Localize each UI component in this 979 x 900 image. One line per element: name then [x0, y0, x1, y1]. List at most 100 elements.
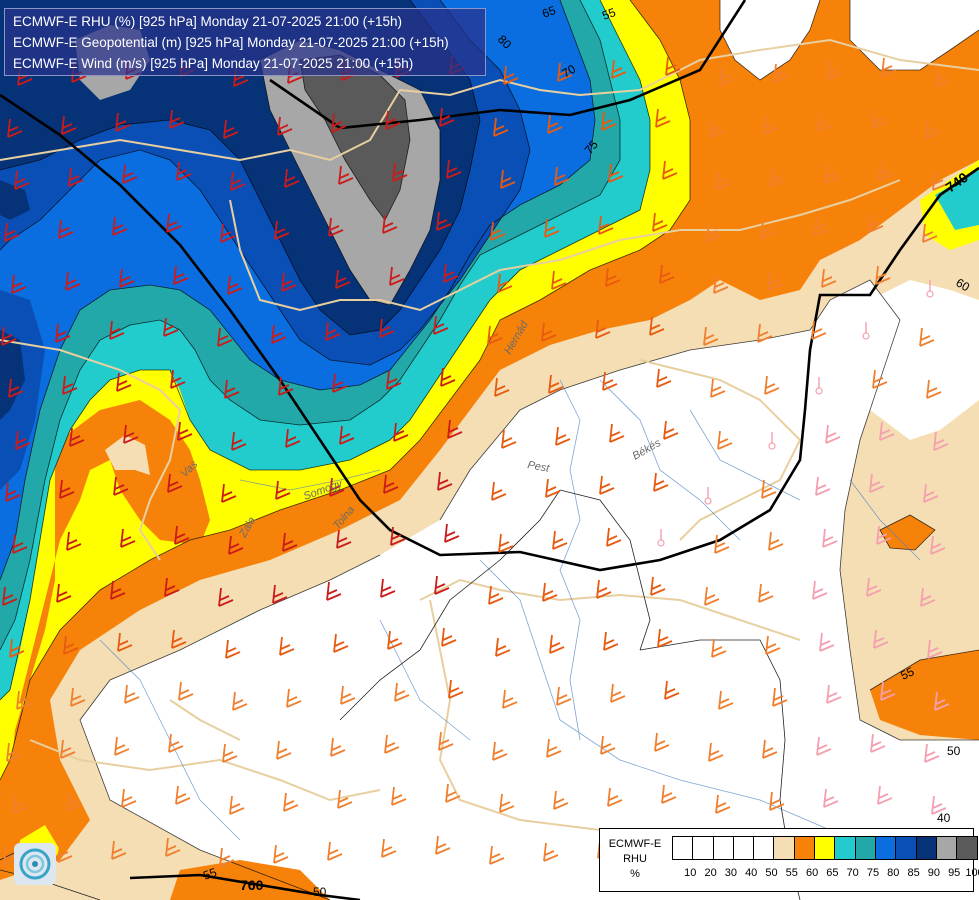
- wind-barb: [826, 684, 842, 704]
- wind-barb: [649, 316, 665, 336]
- wind-barb: [112, 216, 128, 236]
- wind-barb: [177, 421, 193, 441]
- wind-barb: [169, 109, 185, 129]
- wind-barb: [383, 474, 399, 494]
- wind-barb: [819, 632, 835, 652]
- legend-tick-label: 90: [927, 867, 941, 879]
- wind-barb: [114, 736, 130, 756]
- wind-barb: [545, 478, 561, 498]
- wind-barb: [434, 575, 450, 595]
- rh-100-area: [300, 55, 410, 220]
- wind-barb: [278, 376, 294, 396]
- wind-barb: [814, 216, 830, 236]
- wind-barb: [605, 267, 621, 287]
- wind-barb: [176, 161, 192, 181]
- wind-barb: [880, 681, 896, 701]
- wind-barb: [340, 685, 356, 705]
- wind-barb: [60, 739, 76, 759]
- wind-barb: [657, 628, 673, 648]
- wind-barb: [870, 733, 886, 753]
- wind-barb: [718, 690, 734, 710]
- legend-tick-label: 75: [866, 867, 880, 879]
- wind-barb: [599, 475, 615, 495]
- legend-tick-label: 40: [745, 867, 758, 879]
- wind-barb: [116, 372, 132, 392]
- wind-barb: [595, 319, 611, 339]
- wind-barb: [824, 164, 840, 184]
- wind-barb: [6, 742, 22, 762]
- wind-barb: [111, 840, 127, 860]
- wind-barb: [493, 117, 509, 137]
- label-55-right: 55: [898, 664, 916, 682]
- wind-barb: [812, 580, 828, 600]
- legend-tick-label: 30: [724, 867, 738, 879]
- legend-swatch: [936, 837, 958, 859]
- legend-tick-label: 70: [846, 867, 859, 879]
- wind-barb: [714, 534, 730, 554]
- wind-barb: [544, 218, 560, 238]
- place-pest: Pest: [526, 459, 551, 475]
- wind-barb: [919, 327, 935, 347]
- wind-barb: [12, 534, 28, 554]
- wind-barb: [121, 788, 137, 808]
- wind-barb: [823, 788, 839, 808]
- wind-barb: [286, 688, 302, 708]
- wind-barb: [217, 327, 233, 347]
- label-60-right: 60: [954, 275, 973, 294]
- wind-barb: [548, 374, 564, 394]
- wind-barb: [330, 737, 346, 757]
- wind-barb: [227, 275, 243, 295]
- wind-barb: [498, 533, 514, 553]
- wind-barb: [164, 577, 180, 597]
- wind-barb: [927, 639, 943, 659]
- wind-barb: [543, 842, 559, 862]
- wind-barb: [546, 738, 562, 758]
- wind-barb: [70, 687, 86, 707]
- wind-barb: [115, 112, 131, 132]
- wind-barb: [716, 170, 732, 190]
- wind-barb: [382, 214, 398, 234]
- legend-swatch: [754, 837, 775, 859]
- wind-barb: [120, 528, 136, 548]
- legend-swatch: [835, 837, 856, 859]
- title-rhu: ECMWF-E RHU (%) [925 hPa] Monday 21-07-2…: [13, 14, 403, 29]
- wind-barb: [715, 794, 731, 814]
- wind-barb: [9, 638, 25, 658]
- wind-barb: [866, 577, 882, 597]
- wind-barb: [222, 743, 238, 763]
- wind-barb: [231, 431, 247, 451]
- wind-barb: [170, 369, 186, 389]
- wind-barb: [392, 162, 408, 182]
- legend-swatch: [713, 837, 734, 859]
- wind-barb: [124, 684, 140, 704]
- label-55-top: 55: [600, 5, 618, 23]
- wind-barb: [655, 108, 671, 128]
- wind-barb: [711, 638, 727, 658]
- wind-barb: [761, 479, 777, 499]
- label-760: 760: [240, 877, 264, 893]
- wind-barb: [223, 119, 239, 139]
- wind-barb: [336, 529, 352, 549]
- wind-barb: [163, 317, 179, 337]
- label-70-top: 70: [560, 62, 579, 81]
- legend-swatch: [957, 837, 978, 859]
- wind-barb: [225, 639, 241, 659]
- wind-barb: [230, 171, 246, 191]
- label-65-top: 65: [540, 3, 558, 21]
- wind-barb: [173, 265, 189, 285]
- wind-barb: [8, 378, 24, 398]
- wind-barb: [174, 525, 190, 545]
- wind-barb: [495, 637, 511, 657]
- wind-barb: [653, 472, 669, 492]
- wind-barb: [167, 473, 183, 493]
- wind-barb: [5, 482, 21, 502]
- wind-barb: [501, 429, 517, 449]
- wind-barb: [394, 682, 410, 702]
- wind-barb: [656, 368, 672, 388]
- wind-barb: [549, 634, 565, 654]
- legend-tick-label: 80: [887, 867, 900, 879]
- legend-tick-label: 60: [805, 867, 819, 879]
- wind-barb: [930, 535, 946, 555]
- wind-barbs: [1, 55, 951, 870]
